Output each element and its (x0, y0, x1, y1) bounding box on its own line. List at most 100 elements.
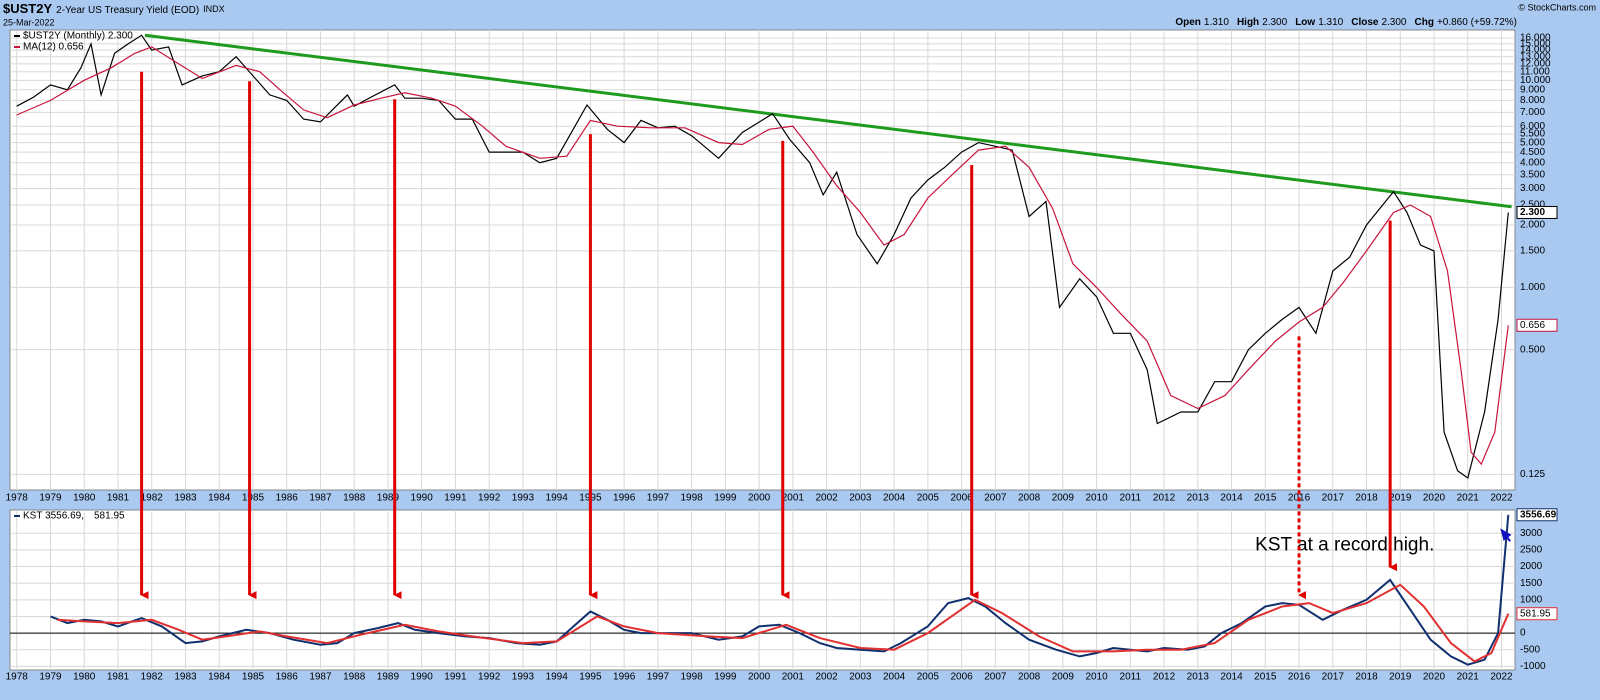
y-tick-label: 0 (1520, 628, 1526, 639)
x-tick-label: 1997 (647, 672, 670, 683)
x-tick-label: 2015 (1254, 493, 1277, 504)
x-tick-label: 2018 (1355, 672, 1378, 683)
x-tick-label: 1996 (613, 493, 636, 504)
quote-label: Chg (1414, 17, 1433, 28)
x-tick-label: 1993 (512, 672, 535, 683)
last-value-box (1516, 205, 1558, 219)
y-tick-label: 3.000 (1520, 183, 1545, 194)
x-tick-label: 2010 (1085, 493, 1108, 504)
x-tick-label: 1989 (377, 672, 400, 683)
quote-label: Open (1175, 17, 1201, 28)
x-tick-label: 1997 (647, 493, 670, 504)
exchange: INDX (203, 4, 225, 14)
x-tick-label: 2006 (950, 672, 973, 683)
y-tick-label: 2.000 (1520, 220, 1545, 231)
quote-label: Low (1295, 17, 1315, 28)
y-tick-label: 0.125 (1520, 469, 1545, 480)
y-tick-label: 12.000 (1520, 59, 1551, 70)
last-value-label: 3556.69 (1520, 509, 1557, 520)
y-tick-label: 3.500 (1520, 169, 1545, 180)
x-tick-label: 1987 (309, 493, 332, 504)
series-line (16, 46, 1509, 466)
x-tick-label: 1981 (107, 493, 130, 504)
y-tick-label: 5.500 (1520, 129, 1545, 140)
x-tick-label: 2019 (1389, 672, 1412, 683)
annotation-arrow (1500, 528, 1512, 542)
legend-label: KST 3556.69, (23, 511, 84, 522)
x-tick-label: 1982 (141, 672, 164, 683)
y-tick-label: 2500 (1520, 545, 1543, 556)
symbol: $UST2Y (3, 1, 52, 16)
y-tick-label: 5.000 (1520, 137, 1545, 148)
x-tick-label: 2017 (1322, 493, 1345, 504)
x-tick-label: 1981 (107, 672, 130, 683)
y-tick-label: 7.000 (1520, 107, 1545, 118)
x-tick-label: 2003 (849, 493, 872, 504)
x-tick-label: 2009 (1052, 493, 1075, 504)
x-tick-label: 1999 (714, 493, 737, 504)
x-tick-label: 2001 (782, 493, 805, 504)
header-title: $UST2Y 2-Year US Treasury Yield (EOD) INDX (3, 1, 225, 16)
x-tick-label: 2004 (883, 493, 906, 504)
x-tick-label: 1992 (478, 493, 501, 504)
x-tick-label: 2011 (1120, 493, 1142, 504)
x-tick-label: 2008 (1018, 493, 1041, 504)
y-tick-label: 14.000 (1520, 45, 1551, 56)
x-tick-label: 2011 (1120, 672, 1142, 683)
annotation: KST at a record high. (1255, 534, 1434, 555)
y-tick-label: 2.500 (1520, 200, 1545, 211)
y-tick-label: 15.000 (1520, 39, 1551, 50)
y-tick-label: 2000 (1520, 561, 1543, 572)
x-tick-label: 2002 (815, 493, 838, 504)
x-tick-label: 2022 (1490, 672, 1513, 683)
quote-label: High (1237, 17, 1259, 28)
x-tick-label: 1978 (6, 672, 29, 683)
x-tick-label: 1996 (613, 672, 636, 683)
last-value-box (1516, 318, 1558, 332)
x-tick-label: 2017 (1322, 672, 1345, 683)
series-line (16, 34, 1509, 479)
x-tick-label: 1984 (208, 493, 231, 504)
date: 25-Mar-2022 (3, 17, 55, 27)
y-tick-label: 4.500 (1520, 147, 1545, 158)
x-tick-label: 1979 (39, 672, 62, 683)
last-value-label: 581.95 (1520, 608, 1551, 619)
y-tick-label: 1.000 (1520, 282, 1545, 293)
x-tick-label: 1999 (714, 672, 737, 683)
x-tick-label: 2018 (1355, 493, 1378, 504)
legend-label: MA(12) 0.656 (23, 42, 84, 53)
x-tick-label: 2014 (1220, 672, 1243, 683)
x-tick-label: 2016 (1288, 672, 1311, 683)
y-tick-label: 0.500 (1520, 344, 1545, 355)
x-tick-label: 1980 (73, 672, 96, 683)
x-tick-label: 1983 (174, 672, 197, 683)
x-tick-label: 1982 (141, 493, 164, 504)
x-tick-label: 1990 (411, 672, 434, 683)
x-tick-label: 2013 (1187, 672, 1210, 683)
x-tick-label: 1991 (444, 493, 467, 504)
copyright: © StockCharts.com (1518, 2, 1596, 12)
quote-label: Close (1351, 17, 1379, 28)
x-tick-label: 2005 (917, 493, 940, 504)
x-tick-label: 1989 (377, 493, 400, 504)
x-tick-label: 2020 (1423, 493, 1446, 504)
x-tick-label: 1990 (411, 493, 434, 504)
y-tick-label: 11.000 (1520, 66, 1550, 77)
x-tick-label: 1987 (309, 672, 332, 683)
x-tick-label: 2005 (917, 672, 940, 683)
x-tick-label: 2007 (984, 493, 1007, 504)
x-tick-label: 2000 (748, 493, 771, 504)
x-tick-label: 1986 (276, 493, 299, 504)
x-tick-label: 1983 (174, 493, 197, 504)
x-tick-label: 1994 (546, 672, 569, 683)
x-tick-label: 2021 (1457, 672, 1480, 683)
x-tick-label: 2004 (883, 672, 906, 683)
x-tick-label: 2010 (1085, 672, 1108, 683)
x-tick-label: 1995 (579, 672, 602, 683)
x-tick-label: 1998 (681, 672, 704, 683)
x-tick-label: 2021 (1457, 493, 1480, 504)
legend-label: $UST2Y (Monthly) 2.300 (23, 31, 133, 42)
y-tick-label: 13.000 (1520, 51, 1551, 62)
quote-value: 2.300 (1381, 17, 1406, 28)
trendline (144, 33, 1512, 209)
